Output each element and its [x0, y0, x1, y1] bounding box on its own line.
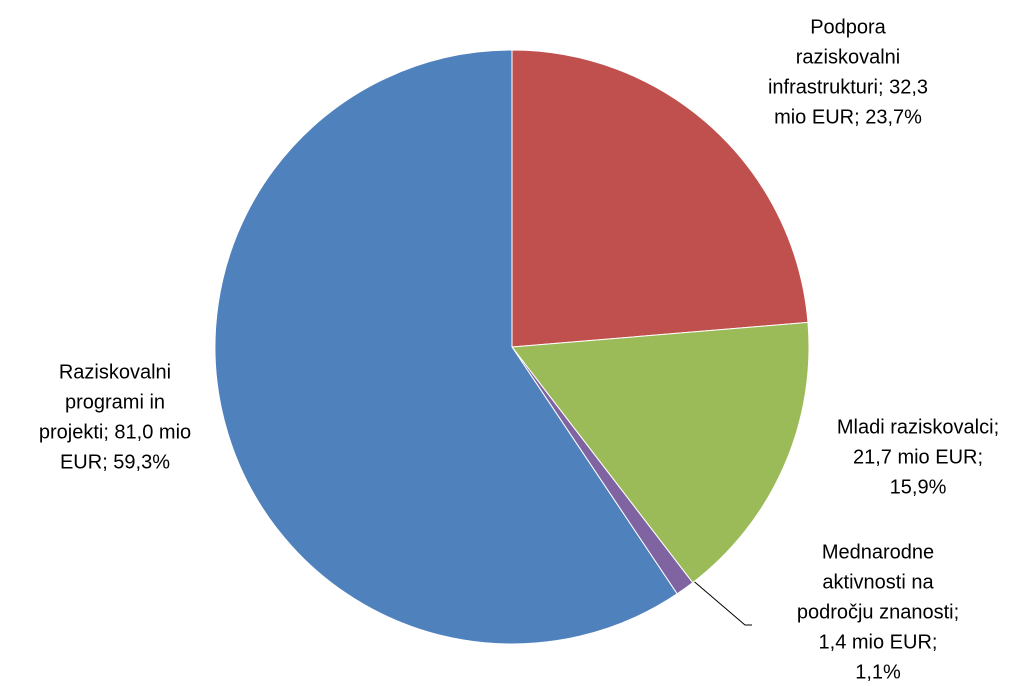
pie-slice: [511, 321, 810, 584]
data-label: projekti; 81,0 mio: [39, 421, 191, 443]
data-label: 15,9%: [890, 476, 947, 498]
pie-slice: [511, 49, 809, 348]
data-label: Mladi raziskovalci;: [837, 416, 999, 438]
data-label: raziskovalni: [796, 46, 900, 68]
data-label: Raziskovalni: [59, 361, 171, 383]
data-label: aktivnosti na: [822, 571, 934, 593]
data-label: Mednarodne: [822, 541, 934, 563]
pie-slice: [214, 49, 678, 645]
data-label: programi in: [65, 391, 165, 413]
leader-line: [689, 577, 752, 626]
data-label: 21,7 mio EUR;: [853, 446, 983, 468]
data-label: področju znanosti;: [797, 601, 959, 623]
data-label: mio EUR; 23,7%: [774, 106, 922, 128]
data-label: 1,4 mio EUR;: [819, 631, 938, 653]
data-label: 1,1%: [855, 661, 901, 683]
data-label: infrastrukturi; 32,3: [768, 76, 928, 98]
data-label: Podpora: [810, 16, 886, 38]
data-label: EUR; 59,3%: [60, 451, 170, 473]
